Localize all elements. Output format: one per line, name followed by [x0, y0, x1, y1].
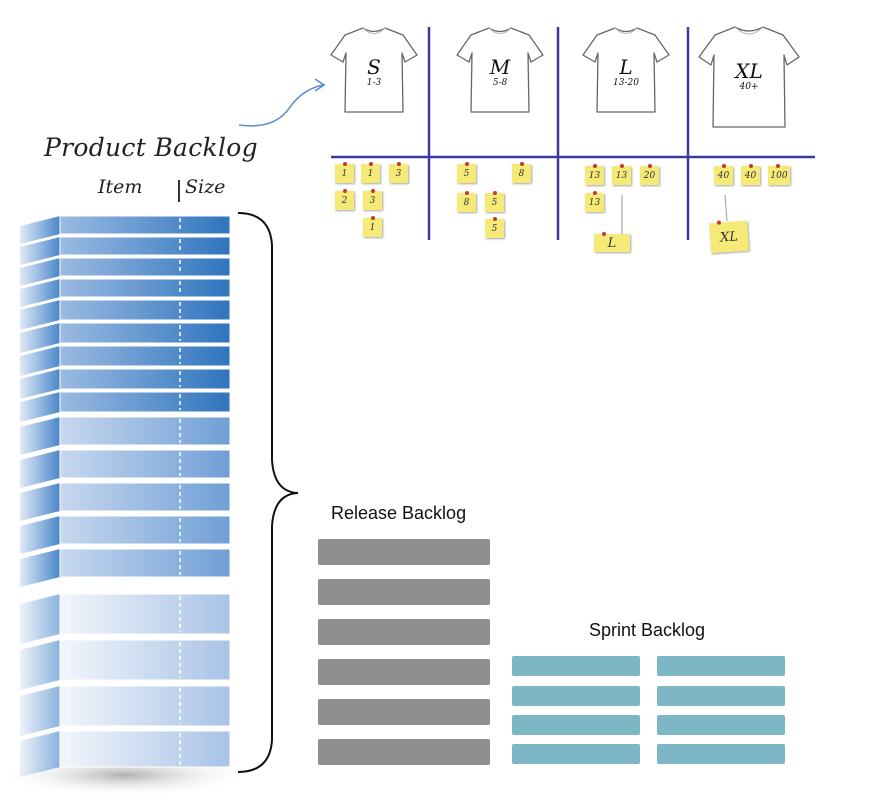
backlog-row	[59, 391, 231, 413]
backlog-row	[59, 685, 231, 727]
sprint-bar	[512, 686, 640, 706]
backlog-row-side	[20, 594, 60, 644]
column-separator	[178, 180, 180, 202]
arrow-icon	[238, 78, 326, 127]
backlog-row	[59, 449, 231, 479]
backlog-row-side	[20, 549, 60, 587]
sticky-note: 1	[361, 162, 380, 183]
product-backlog-stack	[0, 215, 250, 797]
size-m-label: M 5-8	[489, 55, 511, 88]
size-xl-label: XL 40+	[735, 59, 763, 92]
sprint-bar	[657, 686, 785, 706]
backlog-row	[59, 345, 231, 367]
release-bar	[318, 539, 490, 565]
release-bar	[318, 699, 490, 725]
backlog-row-side	[20, 450, 60, 488]
sticky-note: 8	[512, 162, 531, 183]
backlog-row-side	[20, 731, 60, 777]
sticky-note: 8	[457, 191, 476, 212]
sticky-note: 40	[714, 164, 733, 185]
sticky-note: 13	[585, 191, 604, 212]
sprint-bar	[657, 715, 785, 735]
sticky-note: 40	[741, 164, 760, 185]
sticky-note: 13	[585, 164, 604, 185]
sticky-note: 3	[363, 189, 382, 210]
sticky-note: 13	[612, 164, 631, 185]
backlog-row	[59, 639, 231, 681]
grouping-brace	[237, 212, 299, 773]
sticky-note: 5	[485, 191, 504, 212]
backlog-row	[59, 322, 231, 344]
backlog-row	[59, 416, 231, 446]
backlog-row-side	[20, 369, 60, 399]
size-column-header: Size	[185, 176, 226, 198]
backlog-row-side	[20, 516, 60, 554]
product-backlog-title: Product Backlog	[44, 133, 258, 162]
backlog-row	[59, 593, 231, 635]
backlog-row	[59, 215, 231, 235]
sprint-backlog-title: Sprint Backlog	[589, 620, 706, 640]
backlog-row	[59, 548, 231, 578]
size-s-label: S 1-3	[366, 55, 382, 88]
backlog-row-side	[20, 686, 60, 736]
backlog-row	[59, 236, 231, 256]
backlog-row	[59, 730, 231, 768]
sprint-bar	[657, 744, 785, 764]
release-bar	[318, 579, 490, 605]
backlog-row	[59, 368, 231, 390]
sticky-note-large: L	[594, 232, 630, 252]
backlog-row-side	[20, 417, 60, 455]
release-bar	[318, 659, 490, 685]
sprint-bar	[512, 744, 640, 764]
estimation-board	[330, 26, 815, 240]
backlog-row-side	[20, 483, 60, 521]
sticky-note: 3	[389, 162, 408, 183]
sticky-note: 100	[768, 164, 790, 185]
backlog-row-side	[20, 640, 60, 690]
backlog-row	[59, 257, 231, 277]
sticky-note: 5	[457, 162, 476, 183]
release-bar	[318, 739, 490, 765]
sticky-note: 5	[485, 217, 504, 238]
sprint-bar	[512, 715, 640, 735]
sprint-bar	[512, 656, 640, 676]
release-backlog-title: Release Backlog	[331, 503, 467, 523]
backlog-row-side	[20, 323, 60, 353]
backlog-row-side	[20, 216, 60, 244]
size-l-label: L 13-20	[613, 55, 639, 88]
backlog-row-side	[20, 392, 60, 422]
backlog-row-side	[20, 258, 60, 286]
backlog-row-side	[20, 279, 60, 307]
backlog-row-side	[20, 300, 60, 330]
backlog-row-side	[20, 237, 60, 265]
backlog-row	[59, 299, 231, 321]
backlog-row-side	[20, 346, 60, 376]
sticky-note: 20	[640, 164, 659, 185]
sticky-note: 2	[335, 189, 354, 210]
item-column-header: Item	[98, 176, 143, 198]
sprint-bar	[657, 656, 785, 676]
backlog-row	[59, 482, 231, 512]
sticky-note-large: XL	[708, 220, 750, 254]
sticky-note: 1	[363, 216, 382, 237]
sticky-note: 1	[335, 162, 354, 183]
release-bar	[318, 619, 490, 645]
backlog-row	[59, 515, 231, 545]
backlog-row	[59, 278, 231, 298]
